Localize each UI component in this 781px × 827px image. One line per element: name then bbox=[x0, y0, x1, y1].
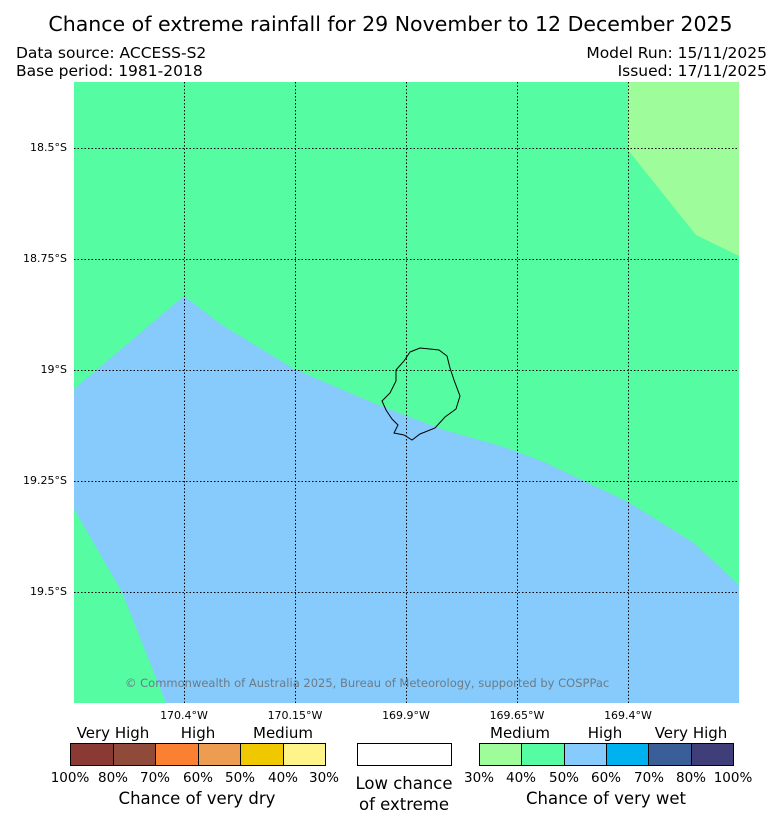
wet-tick-label: 60% bbox=[590, 770, 622, 786]
longitude-label: 169.65°W bbox=[489, 709, 545, 722]
wet-color-cell bbox=[480, 744, 523, 765]
dry-color-cell bbox=[71, 744, 114, 765]
longitude-label: 169.4°W bbox=[604, 709, 652, 722]
dry-tick-label: 60% bbox=[182, 770, 214, 786]
wet-tick-label: 40% bbox=[505, 770, 537, 786]
dry-color-cell bbox=[241, 744, 284, 765]
dry-color-cell bbox=[198, 744, 241, 765]
latitude-label: 19.25°S bbox=[23, 474, 67, 487]
wet-color-cell bbox=[606, 744, 650, 765]
wet-color-cell bbox=[564, 744, 607, 765]
wet-tick-label: 80% bbox=[675, 770, 707, 786]
dry-tick-label: 100% bbox=[50, 770, 90, 786]
wet-medium-region bbox=[628, 82, 739, 256]
latitude-label: 18.5°S bbox=[30, 141, 67, 154]
dry-color-cell bbox=[283, 744, 325, 765]
wet-color-cell bbox=[649, 744, 692, 765]
data-source-text: Data source: ACCESS-S2 bbox=[16, 44, 207, 62]
longitude-label: 170.15°W bbox=[267, 709, 323, 722]
dry-tick-label: 80% bbox=[97, 770, 129, 786]
dry-colorbar bbox=[70, 743, 326, 766]
rainfall-map bbox=[74, 82, 739, 703]
copyright-notice: © Commonwealth of Australia 2025, Bureau… bbox=[125, 676, 610, 690]
latitude-label: 19.5°S bbox=[30, 585, 67, 598]
low-chance-box bbox=[357, 743, 452, 766]
low-chance-caption-line1: Low chance bbox=[355, 774, 453, 793]
dry-tick-label: 50% bbox=[224, 770, 256, 786]
longitude-label: 170.4°W bbox=[160, 709, 208, 722]
latitude-label: 19°S bbox=[40, 363, 67, 376]
low-chance-caption-line2: of extreme bbox=[358, 795, 450, 814]
map-gridlines bbox=[74, 82, 739, 703]
model-run-text: Model Run: 15/11/2025 bbox=[586, 44, 767, 62]
dry-category-high: High bbox=[180, 724, 216, 742]
data-info-left: Data source: ACCESS-S2 Base period: 1981… bbox=[16, 44, 206, 80]
dry-tick-label: 40% bbox=[267, 770, 299, 786]
dry-color-cell bbox=[156, 744, 199, 765]
wet-tick-label: 100% bbox=[713, 770, 753, 786]
wet-color-cell bbox=[691, 744, 733, 765]
wet-category-high: High bbox=[587, 724, 623, 742]
wet-colorbar bbox=[479, 743, 734, 766]
wet-tick-label: 30% bbox=[463, 770, 495, 786]
wet-color-cell bbox=[522, 744, 565, 765]
dry-category-very-high: Very High bbox=[76, 724, 150, 742]
dry-tick-label: 70% bbox=[139, 770, 171, 786]
wet-category-very-high: Very High bbox=[654, 724, 728, 742]
wet-caption: Chance of very wet bbox=[526, 789, 686, 808]
dry-category-medium: Medium bbox=[253, 724, 313, 742]
wet-tick-label: 70% bbox=[633, 770, 665, 786]
latitude-label: 18.75°S bbox=[23, 252, 67, 265]
dry-tick-label: 30% bbox=[308, 770, 340, 786]
chart-title: Chance of extreme rainfall for 29 Novemb… bbox=[48, 12, 733, 36]
dry-caption: Chance of very dry bbox=[118, 789, 276, 808]
wet-tick-label: 50% bbox=[548, 770, 580, 786]
longitude-label: 169.9°W bbox=[382, 709, 430, 722]
dry-color-cell bbox=[113, 744, 156, 765]
data-info-right: Model Run: 15/11/2025 Issued: 17/11/2025 bbox=[586, 44, 767, 80]
niue-island-outline bbox=[381, 347, 461, 441]
neutral-color-cell bbox=[358, 744, 451, 765]
issued-text: Issued: 17/11/2025 bbox=[617, 62, 767, 80]
wet-category-medium: Medium bbox=[490, 724, 550, 742]
base-period-text: Base period: 1981-2018 bbox=[16, 62, 203, 80]
